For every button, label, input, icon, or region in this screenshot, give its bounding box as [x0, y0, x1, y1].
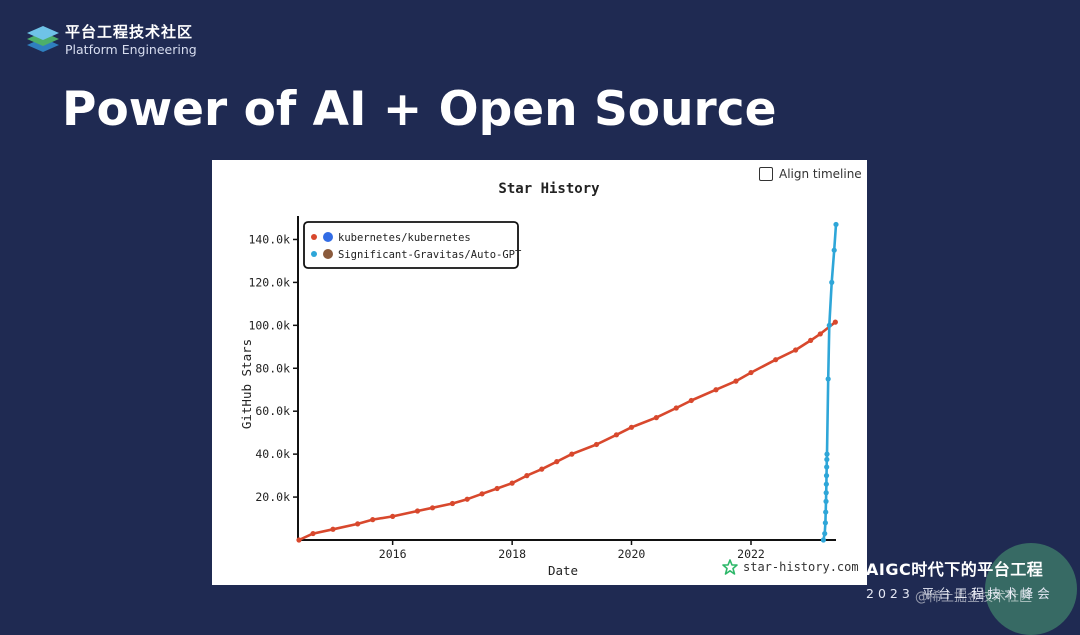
watermark-text: @稀土掘金技术社区 [915, 590, 1033, 605]
data-point [823, 481, 829, 487]
align-timeline-toggle[interactable]: Align timeline [759, 167, 862, 181]
align-timeline-checkbox[interactable] [759, 167, 773, 181]
brand-name-cn: 平台工程技术社区 [65, 23, 194, 41]
data-point [824, 464, 830, 470]
data-point [688, 397, 694, 404]
data-point [355, 521, 361, 527]
data-point [733, 378, 739, 384]
data-point [539, 466, 545, 472]
x-tick-label: 2022 [737, 547, 765, 561]
data-point [370, 517, 376, 523]
data-point [823, 473, 830, 479]
event-line-2: 2023 平台工程技术峰会 [866, 586, 1054, 601]
data-point [831, 247, 837, 253]
brand-name-en: Platform Engineering [65, 42, 197, 57]
data-point [829, 279, 835, 285]
data-point [820, 537, 827, 543]
data-point [824, 451, 830, 457]
y-tick-label: 140.0k [248, 232, 290, 246]
data-point [414, 508, 421, 514]
data-point [653, 415, 659, 421]
chart-title: Star History [498, 181, 600, 197]
data-point [822, 530, 828, 537]
data-point [464, 496, 470, 502]
slide-title: Power of AI + Open Source [62, 82, 777, 137]
data-point [673, 405, 679, 411]
star-history-card: Star History 20.0k 40.0k 60.0k 80.0k 100.0k 12… [212, 160, 867, 585]
data-point [824, 456, 830, 463]
data-point [479, 491, 485, 497]
y-tick-label: 40.0k [255, 447, 290, 461]
data-point [825, 376, 831, 382]
data-point [823, 509, 829, 515]
data-point [628, 424, 635, 430]
x-tick-label: 2016 [379, 547, 407, 561]
y-tick-label: 20.0k [255, 490, 290, 504]
y-tick-label: 100.0k [248, 318, 290, 332]
kubernetes-logo-icon [323, 232, 333, 242]
event-line-1: AIGC时代下的平台工程 [866, 560, 1044, 579]
x-axis-label: Date [548, 563, 578, 578]
data-point [773, 357, 779, 363]
data-point [713, 387, 719, 393]
data-point [823, 490, 829, 496]
data-point [429, 505, 436, 511]
y-tick-label: 60.0k [255, 404, 290, 418]
y-tick-label: 120.0k [248, 275, 290, 289]
data-point [832, 319, 838, 325]
data-point [808, 337, 814, 343]
autogpt-avatar-icon [323, 249, 333, 259]
chart-legend [303, 221, 519, 269]
data-point [569, 451, 575, 457]
data-point [330, 526, 336, 532]
legend-swatch [311, 234, 317, 240]
data-point [817, 331, 823, 337]
data-point [793, 347, 799, 353]
legend-entry: Significant-Gravitas/Auto-GPT [338, 249, 522, 261]
y-axis-label: GitHub Stars [239, 339, 254, 429]
x-tick-label: 2018 [498, 547, 526, 561]
data-point [822, 520, 828, 526]
data-point [748, 369, 754, 376]
data-point [613, 432, 620, 438]
data-point [310, 530, 316, 537]
star-icon [722, 559, 738, 575]
y-tick-label: 80.0k [255, 361, 290, 375]
data-point [494, 485, 500, 492]
data-point [509, 480, 515, 486]
data-point [823, 498, 829, 504]
star-history-chart: Star History 20.0k 40.0k 60.0k 80.0k 100.0k 12… [239, 181, 839, 578]
legend-swatch [311, 251, 317, 257]
data-point [390, 513, 396, 519]
series-line-kubernetes [297, 320, 837, 542]
data-point [593, 441, 600, 448]
legend-entry: kubernetes/kubernetes [338, 232, 471, 244]
event-branding: AIGC时代下的平台工程 2023 平台工程技术峰会 [866, 556, 1076, 602]
data-point [833, 221, 839, 228]
series-line-autogpt [822, 223, 838, 542]
align-timeline-label: Align timeline [779, 167, 862, 181]
data-point [449, 500, 456, 507]
platform-engineering-logo-icon [27, 26, 59, 52]
data-point [296, 537, 302, 543]
data-point [826, 322, 832, 328]
star-history-site-label: star-history.com [743, 560, 859, 574]
x-tick-label: 2020 [618, 547, 646, 561]
data-point [554, 459, 560, 465]
data-point [524, 473, 530, 479]
star-history-site[interactable]: star-history.com [722, 559, 859, 575]
